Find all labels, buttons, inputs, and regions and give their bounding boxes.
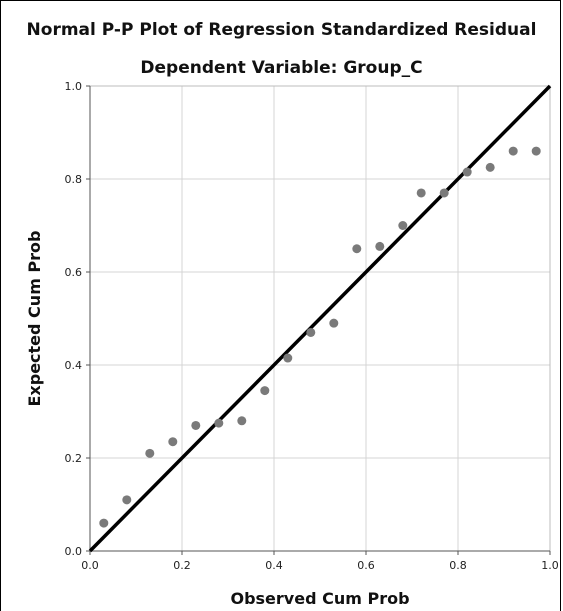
data-point	[531, 146, 541, 156]
data-point	[260, 386, 270, 396]
reference-line	[88, 84, 552, 553]
x-axis-label: Observed Cum Prob	[230, 589, 409, 608]
data-point	[329, 318, 339, 328]
data-point	[462, 167, 472, 177]
y-tick-label: 0.2	[65, 452, 83, 465]
data-point	[99, 518, 109, 528]
point-layer	[99, 146, 541, 528]
x-tick-label: 0.8	[449, 559, 467, 572]
chart-title: Normal P-P Plot of Regression Standardiz…	[26, 20, 537, 40]
data-point	[306, 327, 316, 337]
y-tick-label: 0.0	[65, 545, 83, 558]
chart-subtitle: Dependent Variable: Group_C	[140, 58, 423, 78]
x-tick-label: 0.2	[173, 559, 191, 572]
data-point	[352, 244, 362, 254]
data-point	[283, 353, 293, 363]
data-point	[416, 188, 426, 198]
y-tick-label: 0.6	[65, 266, 83, 279]
data-point	[439, 188, 449, 198]
x-tick-label: 0.6	[357, 559, 375, 572]
y-tick-label: 0.8	[65, 173, 83, 186]
x-tick-label: 0.4	[265, 559, 283, 572]
data-point	[145, 448, 155, 458]
data-point	[168, 437, 178, 447]
y-tick-label: 0.4	[65, 359, 83, 372]
data-point	[237, 416, 247, 426]
y-tick-label: 1.0	[65, 80, 83, 93]
data-point	[122, 495, 132, 505]
data-point	[398, 221, 408, 230]
data-point	[375, 241, 385, 251]
data-point	[214, 418, 224, 428]
data-point	[508, 146, 518, 156]
x-tick-label: 0.0	[81, 559, 99, 572]
data-point	[191, 420, 201, 430]
tick-layer: 0.0 0.2 0.4 0.6 0.8 1.0 0.0 0.2 0.4 0.6 0.8 1.0	[65, 80, 559, 572]
y-axis-label: Expected Cum Prob	[25, 231, 44, 407]
x-tick-label: 1.0	[541, 559, 559, 572]
data-point	[485, 162, 495, 172]
